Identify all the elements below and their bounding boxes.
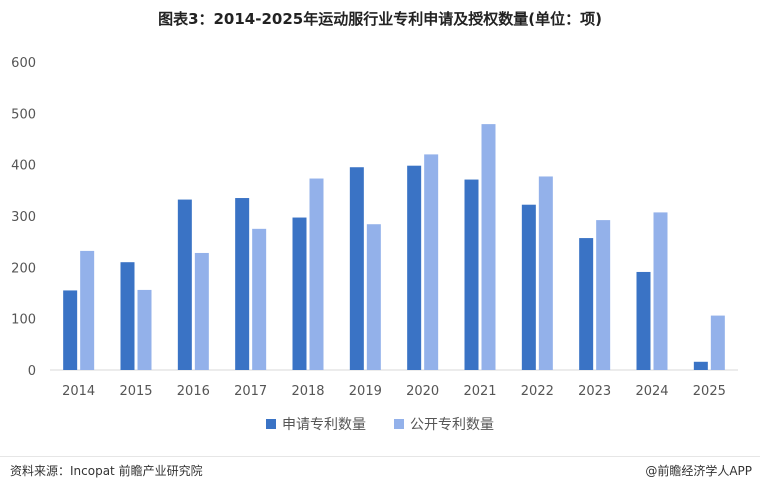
bar-published-2016 xyxy=(194,252,209,370)
footer-divider xyxy=(0,456,760,457)
bar-published-2021 xyxy=(481,124,496,370)
bar-applications-2022 xyxy=(521,204,536,370)
y-tick-label: 600 xyxy=(11,56,36,71)
x-tick-label: 2022 xyxy=(521,384,554,399)
bar-applications-2021 xyxy=(464,179,479,370)
x-tick-label: 2019 xyxy=(349,384,382,399)
bar-applications-2016 xyxy=(177,199,192,370)
bar-published-2020 xyxy=(424,154,439,370)
x-tick-label: 2017 xyxy=(234,384,267,399)
x-tick-label: 2023 xyxy=(578,384,611,399)
x-tick-label: 2020 xyxy=(406,384,439,399)
bar-applications-2018 xyxy=(292,217,307,370)
legend-label-series1: 申请专利数量 xyxy=(282,417,366,433)
x-tick-label: 2016 xyxy=(177,384,210,399)
y-tick-label: 400 xyxy=(11,159,36,174)
x-tick-label: 2025 xyxy=(693,384,726,399)
x-tick-label: 2018 xyxy=(291,384,324,399)
y-tick-label: 300 xyxy=(11,210,36,225)
bar-published-2019 xyxy=(366,224,381,370)
chart-title: 图表3：2014-2025年运动服行业专利申请及授权数量(单位：项) xyxy=(158,10,602,28)
bar-applications-2019 xyxy=(349,167,364,370)
footer: 资料来源：Incopat 前瞻产业研究院 @前瞻经济学人APP xyxy=(0,456,760,490)
y-tick-label: 100 xyxy=(11,313,36,328)
bar-published-2024 xyxy=(653,212,668,370)
x-tick-label: 2014 xyxy=(62,384,95,399)
bar-applications-2025 xyxy=(693,361,708,370)
legend-item-series1: 申请专利数量 xyxy=(266,414,366,434)
bar-chart: 0 100 200 300 400 500 600 2014 2015 2016 2017 2018 2… xyxy=(11,56,738,399)
x-tick-label: 2021 xyxy=(463,384,496,399)
legend: 申请专利数量 公开专利数量 xyxy=(0,414,760,434)
legend-label-series2: 公开专利数量 xyxy=(410,417,494,433)
bar-applications-2020 xyxy=(407,165,422,370)
bar-applications-2015 xyxy=(120,262,135,370)
bar-published-2018 xyxy=(309,178,324,370)
legend-swatch-series2 xyxy=(394,419,404,429)
legend-item-series2: 公开专利数量 xyxy=(394,414,494,434)
legend-swatch-series1 xyxy=(266,419,276,429)
bar-published-2022 xyxy=(538,176,553,370)
y-tick-label: 500 xyxy=(11,107,36,122)
y-tick-label: 0 xyxy=(28,364,36,379)
app-credit: @前瞻经济学人APP xyxy=(645,464,752,478)
bar-applications-2014 xyxy=(63,290,78,370)
bar-applications-2017 xyxy=(235,198,250,370)
bar-published-2014 xyxy=(80,250,95,370)
bar-published-2017 xyxy=(252,228,267,370)
bar-published-2023 xyxy=(596,220,611,370)
source-note: 资料来源：Incopat 前瞻产业研究院 xyxy=(10,464,203,478)
bar-applications-2024 xyxy=(636,271,651,370)
x-tick-label: 2024 xyxy=(635,384,668,399)
x-tick-label: 2015 xyxy=(119,384,152,399)
bar-published-2025 xyxy=(710,315,725,370)
bar-applications-2023 xyxy=(579,238,594,370)
y-tick-label: 200 xyxy=(11,261,36,276)
bar-published-2015 xyxy=(137,289,152,370)
